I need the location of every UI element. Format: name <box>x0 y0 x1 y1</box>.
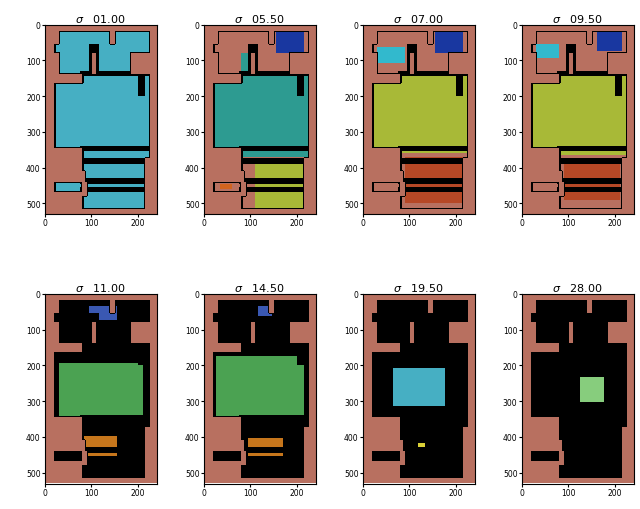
Title: $\sigma$   14.50: $\sigma$ 14.50 <box>234 281 285 294</box>
Title: $\sigma$   01.00: $\sigma$ 01.00 <box>76 13 126 24</box>
Title: $\sigma$   11.00: $\sigma$ 11.00 <box>76 281 126 294</box>
Title: $\sigma$   09.50: $\sigma$ 09.50 <box>552 13 603 24</box>
Title: $\sigma$   19.50: $\sigma$ 19.50 <box>394 281 444 294</box>
Title: $\sigma$   07.00: $\sigma$ 07.00 <box>394 13 444 24</box>
Title: $\sigma$   28.00: $\sigma$ 28.00 <box>552 281 603 294</box>
Title: $\sigma$   05.50: $\sigma$ 05.50 <box>234 13 285 24</box>
